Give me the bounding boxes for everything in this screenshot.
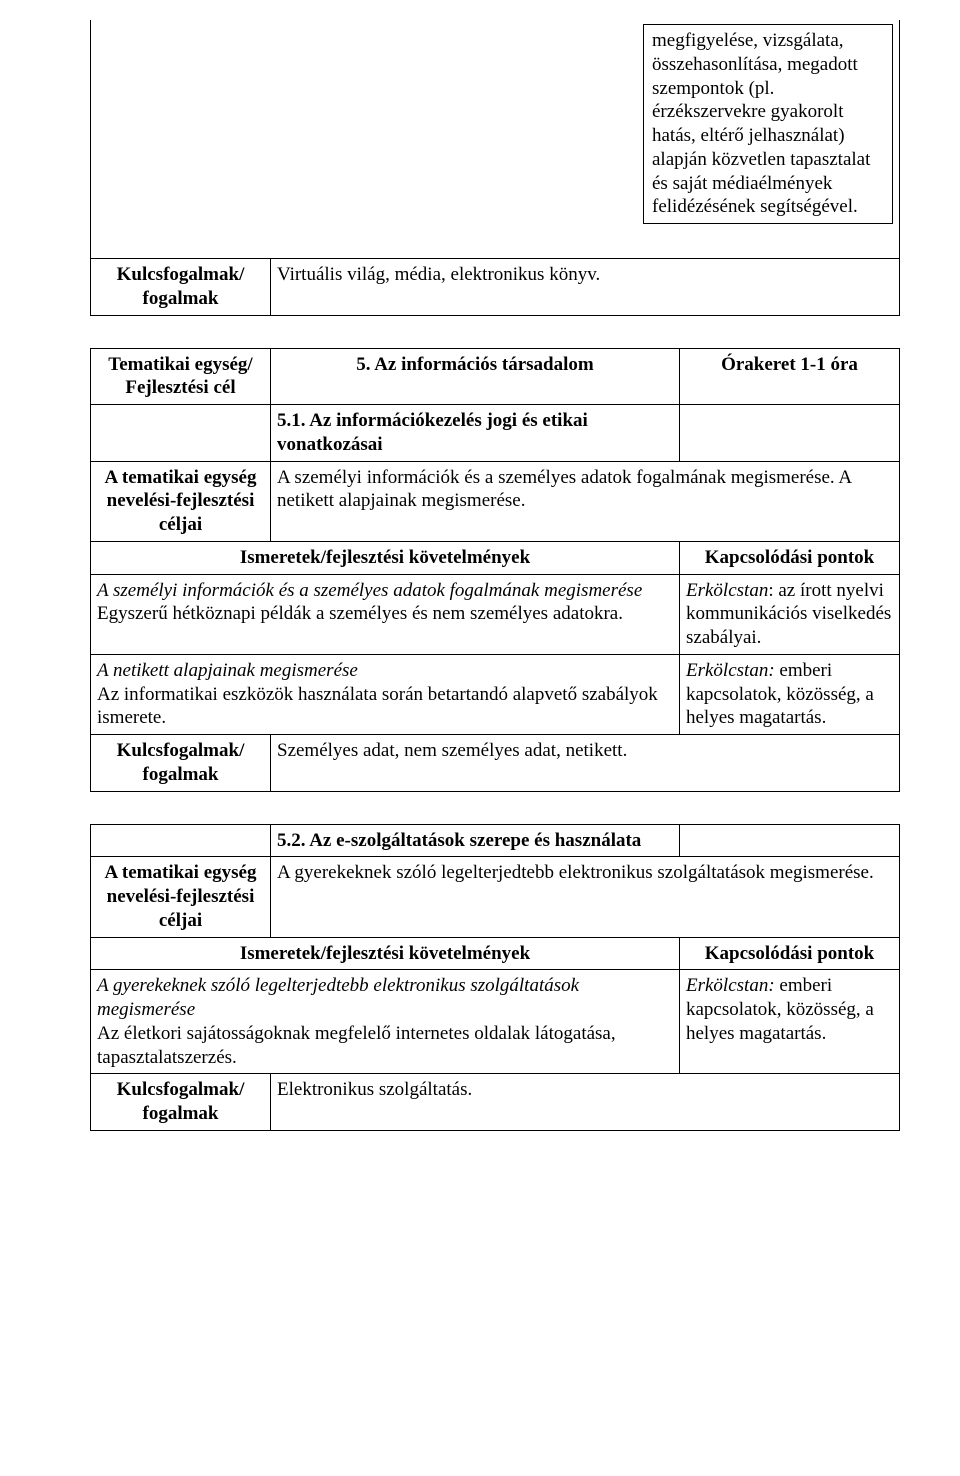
table-2: Tematikai egység/ Fejlesztési cél 5. Az … [90, 348, 900, 792]
t2-header-left: Tematikai egység/ Fejlesztési cél [91, 348, 271, 405]
t2-row2-text: Az informatikai eszközök használata sorá… [97, 684, 658, 729]
t3-kulcs-value: Elektronikus szolgáltatás. [271, 1074, 900, 1131]
t2-row1-right: Erkölcstan: az írott nyelvi kommunikáció… [680, 574, 900, 654]
t2-goals-label: A tematikai egység nevelési-fejlesztési … [91, 461, 271, 541]
t1-inner-box-text: megfigyelése, vizsgálata, összehasonlítá… [652, 30, 870, 217]
t3-subheader: 5.2. Az e-szolgáltatások szerepe és hasz… [271, 824, 680, 857]
page-container: megfigyelése, vizsgálata, összehasonlítá… [0, 0, 960, 1203]
t2-header-center: 5. Az információs társadalom [271, 348, 680, 405]
t2-subheader: 5.1. Az információkezelés jogi és etikai… [271, 405, 680, 462]
t2-header-right: Órakeret 1-1 óra [680, 348, 900, 405]
t3-req-header-left: Ismeretek/fejlesztési követelmények [91, 937, 680, 970]
t2-kulcs-label: Kulcsfogalmak/ fogalmak [91, 735, 271, 792]
t3-row1-title: A gyerekeknek szóló legelterjedtebb elek… [97, 975, 579, 1020]
t3-row1-right: Erkölcstan: emberi kapcsolatok, közösség… [680, 970, 900, 1074]
t2-row2-left: A netikett alapjainak megismerése Az inf… [91, 654, 680, 734]
t1-kulcs-value: Virtuális világ, média, elektronikus kön… [271, 259, 900, 316]
t3-req-header-right: Kapcsolódási pontok [680, 937, 900, 970]
t2-row2-right: Erkölcstan: emberi kapcsolatok, közösség… [680, 654, 900, 734]
t1-inner-box-cell: megfigyelése, vizsgálata, összehasonlítá… [91, 20, 900, 259]
t2-empty-2 [680, 405, 900, 462]
t2-row1-left: A személyi információk és a személyes ad… [91, 574, 680, 654]
t2-empty-1 [91, 405, 271, 462]
t1-inner-box: megfigyelése, vizsgálata, összehasonlítá… [643, 24, 893, 224]
t3-row1-left: A gyerekeknek szóló legelterjedtebb elek… [91, 970, 680, 1074]
t3-row1-right-em: Erkölcstan: [686, 975, 775, 996]
t1-kulcs-label: Kulcsfogalmak/ fogalmak [91, 259, 271, 316]
t3-empty-1 [91, 824, 271, 857]
t3-empty-2 [680, 824, 900, 857]
t2-goals-text: A személyi információk és a személyes ad… [271, 461, 900, 541]
table-3: 5.2. Az e-szolgáltatások szerepe és hasz… [90, 824, 900, 1131]
t3-goals-label: A tematikai egység nevelési-fejlesztési … [91, 857, 271, 937]
t3-goals-text: A gyerekeknek szóló legelterjedtebb elek… [271, 857, 900, 937]
t3-kulcs-label: Kulcsfogalmak/ fogalmak [91, 1074, 271, 1131]
t2-req-header-right: Kapcsolódási pontok [680, 541, 900, 574]
t2-row2-right-em: Erkölcstan: [686, 660, 775, 681]
t3-row1-text: Az életkori sajátosságoknak megfelelő in… [97, 1023, 616, 1068]
table-1: megfigyelése, vizsgálata, összehasonlítá… [90, 20, 900, 316]
t2-req-header-left: Ismeretek/fejlesztési követelmények [91, 541, 680, 574]
t2-kulcs-value: Személyes adat, nem személyes adat, neti… [271, 735, 900, 792]
t2-row1-right-em: Erkölcstan [686, 580, 768, 601]
t2-row1-title: A személyi információk és a személyes ad… [97, 580, 642, 601]
t2-row2-title: A netikett alapjainak megismerése [97, 660, 358, 681]
t2-row1-text: Egyszerű hétköznapi példák a személyes é… [97, 603, 623, 624]
